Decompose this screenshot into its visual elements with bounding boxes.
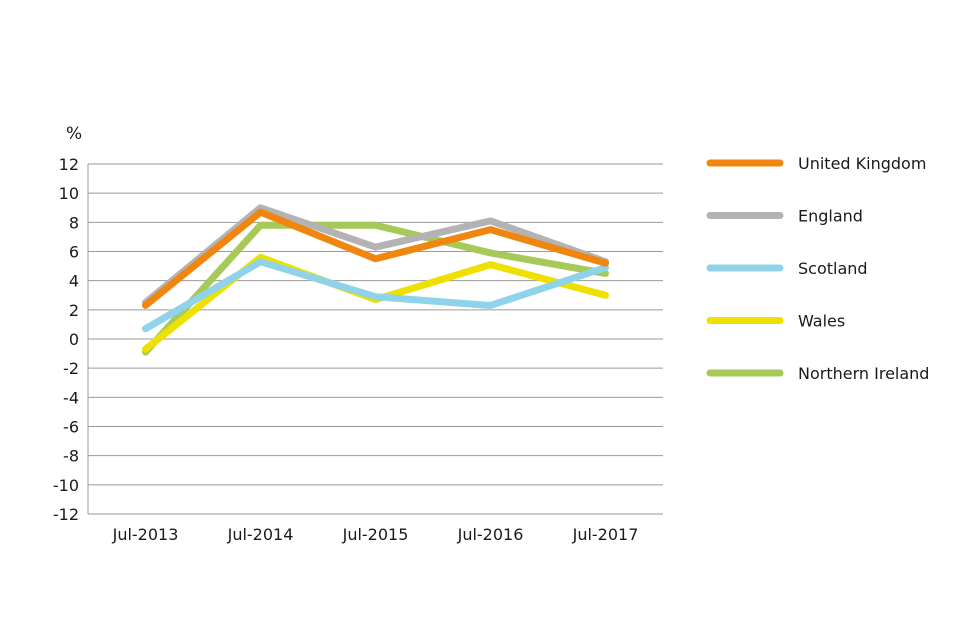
y-tick-label: -4 — [63, 388, 79, 407]
y-axis-ticks: 12 10 8 6 4 2 0 -2 -4 -6 -8 -10 -12 — [53, 155, 79, 524]
x-tick-label: Jul-2015 — [342, 525, 409, 544]
series-line-northern-ireland — [142, 221, 609, 356]
x-tick-label: Jul-2013 — [112, 525, 179, 544]
y-tick-label: -10 — [53, 476, 79, 495]
series-lines — [142, 204, 609, 356]
y-tick-label: 2 — [69, 301, 79, 320]
legend-label: Northern Ireland — [798, 364, 929, 383]
y-tick-label: -8 — [63, 447, 79, 466]
legend-label: Wales — [798, 312, 845, 331]
y-tick-label: 12 — [59, 155, 79, 174]
y-tick-label: -2 — [63, 359, 79, 378]
series-line-united-kingdom — [142, 208, 609, 309]
x-tick-label: Jul-2016 — [457, 525, 524, 544]
x-tick-label: Jul-2014 — [227, 525, 294, 544]
y-tick-label: -12 — [53, 505, 79, 524]
y-tick-label: -6 — [63, 418, 79, 437]
legend-label: Scotland — [798, 259, 868, 278]
y-tick-label: 10 — [59, 184, 79, 203]
series-line-scotland — [142, 258, 609, 333]
legend-label: United Kingdom — [798, 154, 926, 173]
y-tick-label: 4 — [69, 272, 79, 291]
y-tick-label: 6 — [69, 243, 79, 262]
y-axis-unit-label: % — [66, 124, 82, 144]
legend-label: England — [798, 207, 863, 226]
gridlines — [87, 163, 663, 515]
y-tick-label: 8 — [69, 213, 79, 232]
legend: United Kingdom England Scotland Wales Northe… — [706, 154, 929, 383]
x-tick-label: Jul-2017 — [572, 525, 639, 544]
y-tick-label: 0 — [69, 330, 79, 349]
x-axis-ticks: Jul-2013 Jul-2014 Jul-2015 Jul-2016 Jul-2017 — [112, 525, 639, 544]
